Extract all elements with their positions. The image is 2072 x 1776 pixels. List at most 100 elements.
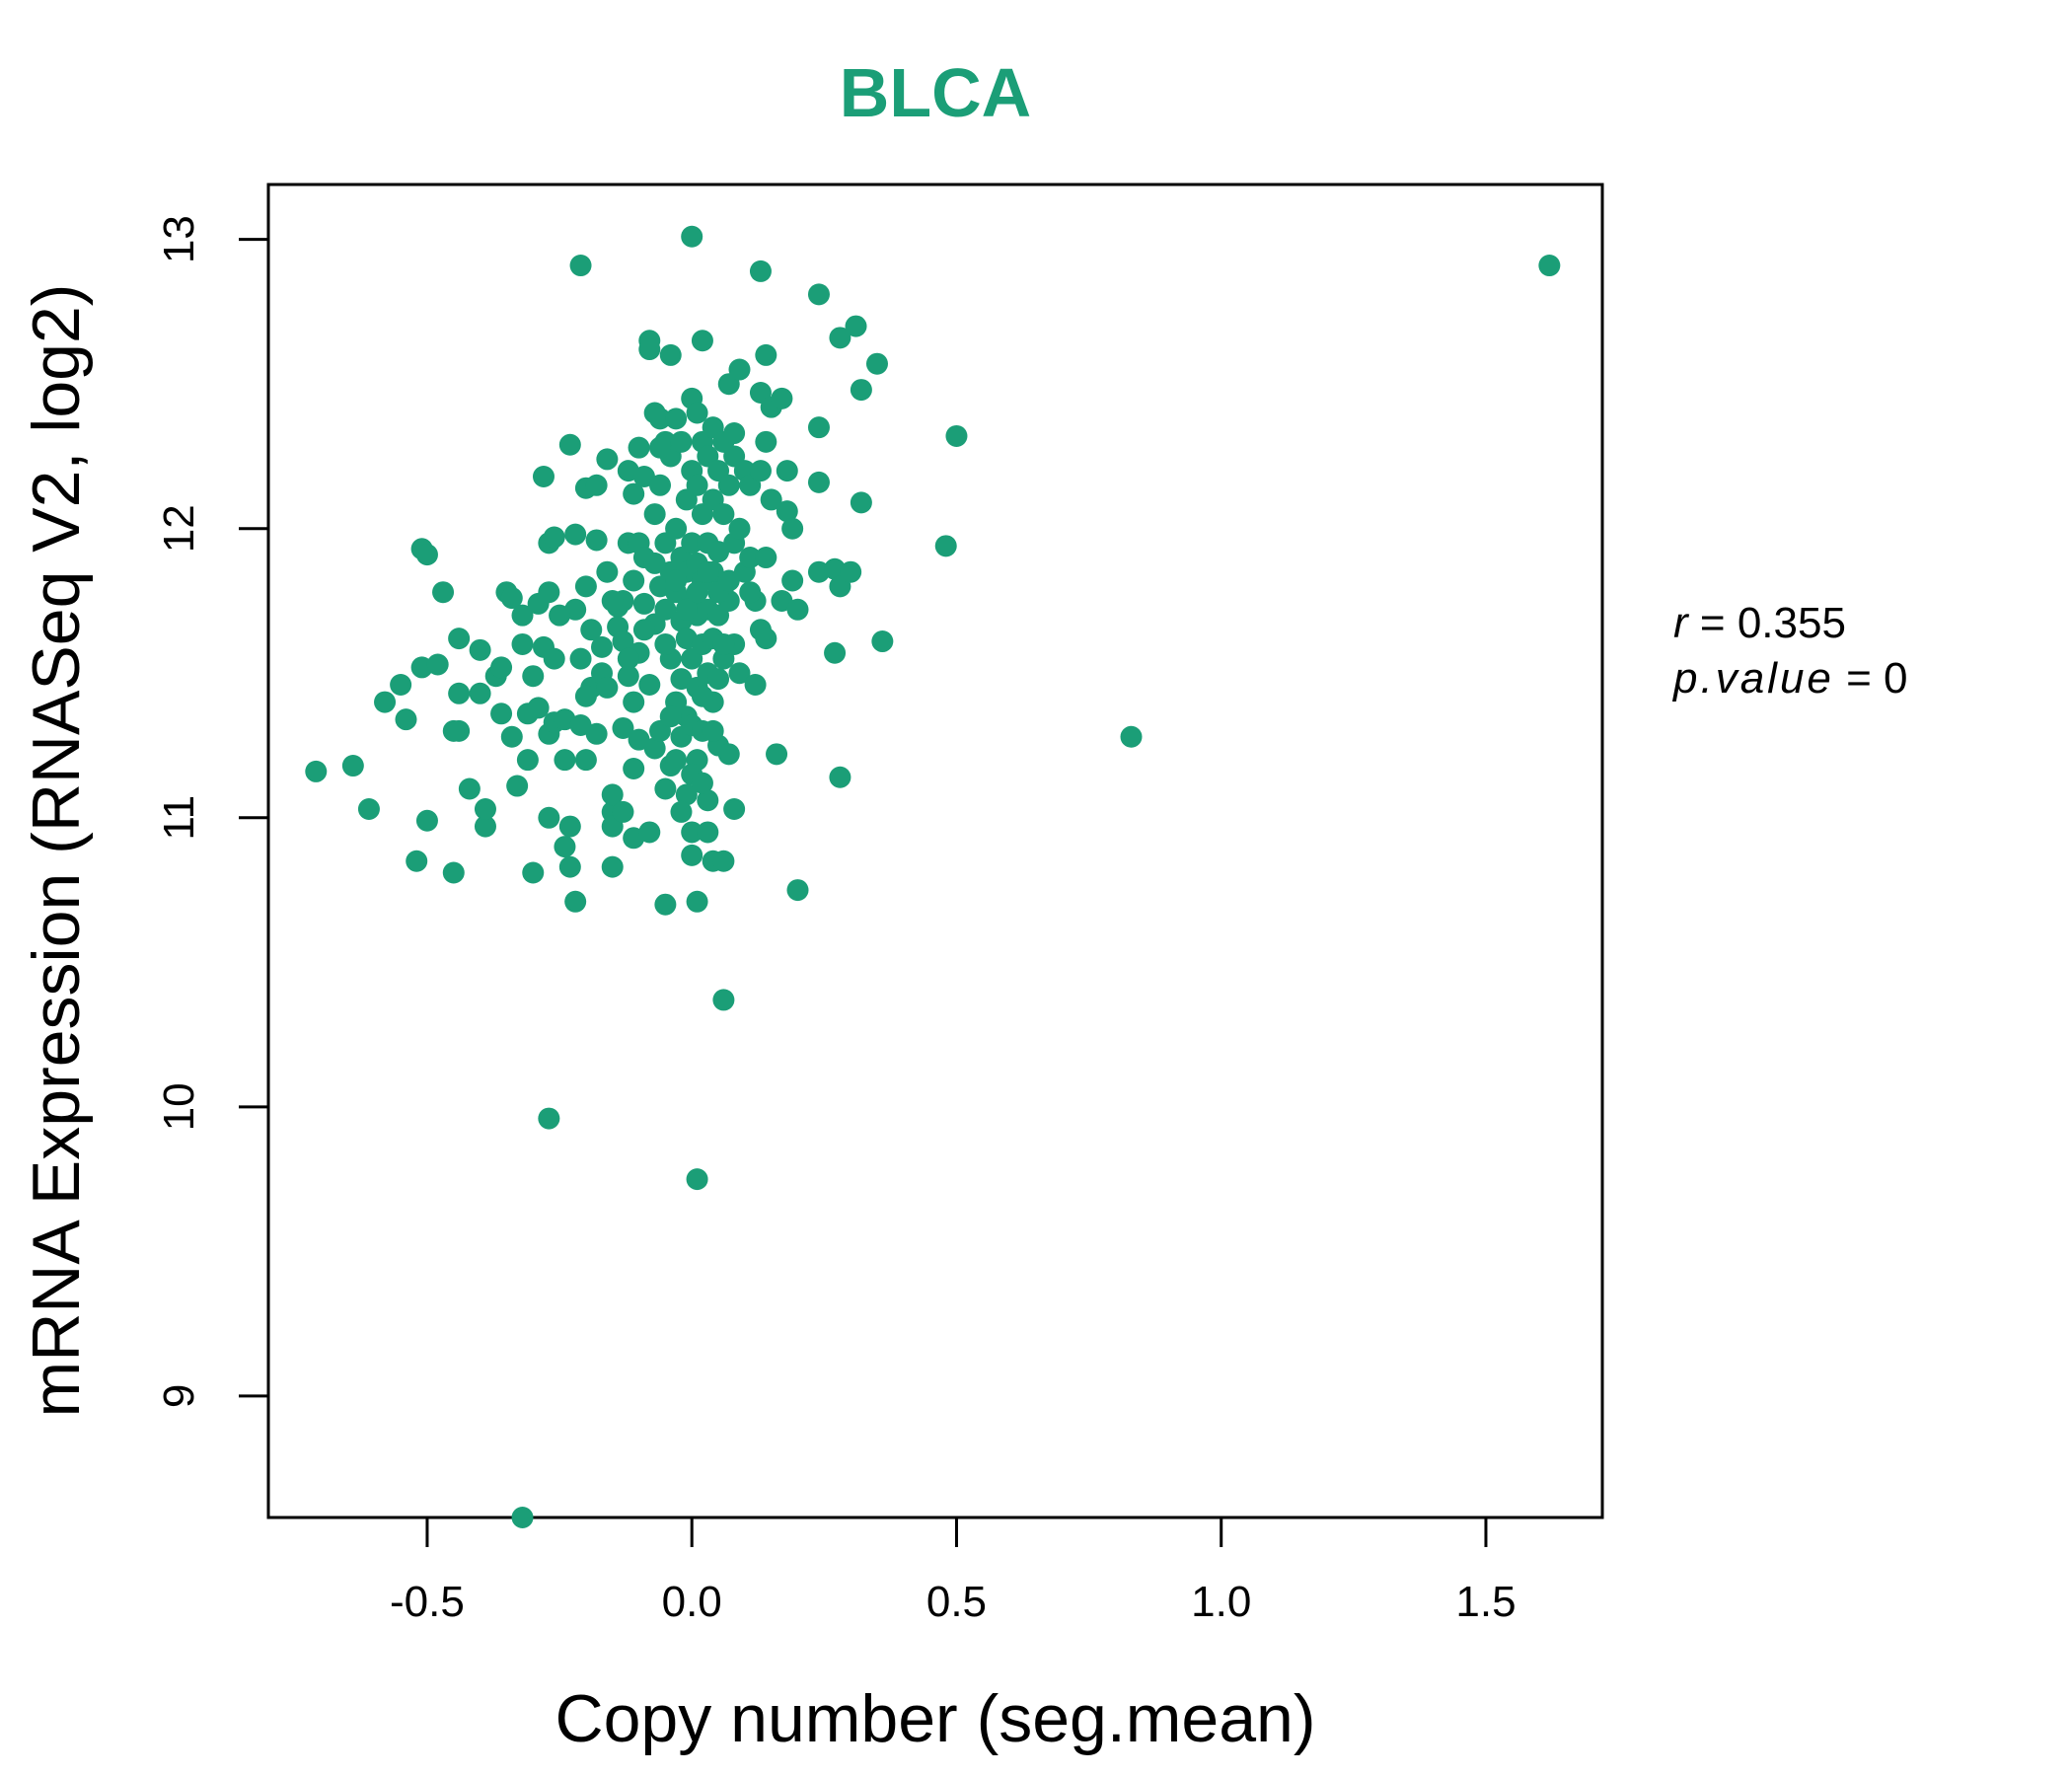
data-point <box>686 474 708 496</box>
y-tick-label: 13 <box>155 215 203 263</box>
data-point <box>632 619 655 641</box>
data-point <box>665 569 688 592</box>
data-point <box>755 547 777 569</box>
data-point <box>712 632 735 655</box>
data-point <box>654 777 677 800</box>
data-point <box>824 641 847 664</box>
data-point <box>448 628 471 650</box>
data-point <box>623 757 645 779</box>
data-point <box>702 719 724 742</box>
data-point <box>654 598 677 621</box>
data-point <box>426 653 449 676</box>
data-point <box>717 569 740 592</box>
p-equals: = <box>1834 654 1884 703</box>
data-point <box>845 315 867 337</box>
y-tick-label: 11 <box>155 795 203 841</box>
data-point <box>686 890 708 913</box>
data-point <box>490 656 513 679</box>
data-point <box>786 879 809 902</box>
data-point <box>374 691 397 713</box>
data-point <box>829 327 851 349</box>
data-point <box>807 471 830 493</box>
data-point <box>623 482 645 505</box>
data-point <box>415 809 438 832</box>
data-point <box>665 749 688 772</box>
data-point <box>612 716 634 739</box>
data-point <box>569 714 592 737</box>
data-point <box>522 665 545 688</box>
data-point <box>723 422 746 445</box>
data-point <box>585 529 608 552</box>
data-point <box>649 474 672 496</box>
data-point <box>558 855 581 878</box>
data-point <box>638 338 661 361</box>
y-tick-label: 12 <box>155 504 203 553</box>
data-point <box>728 517 751 540</box>
data-point <box>638 673 661 696</box>
data-point <box>665 517 688 540</box>
y-axis: 9 10 11 12 13 <box>155 215 270 1408</box>
data-point <box>632 592 655 615</box>
r-value: 0.355 <box>1738 599 1846 647</box>
data-point <box>691 685 713 707</box>
data-point <box>458 777 481 800</box>
data-point <box>585 474 608 496</box>
data-point <box>617 647 639 670</box>
data-point <box>1120 725 1143 748</box>
p-label: p.value <box>1671 654 1834 703</box>
data-point <box>697 821 719 844</box>
data-point <box>538 1107 560 1130</box>
x-axis: -0.5 0.0 0.5 1.0 1.5 <box>390 1516 1517 1626</box>
data-point <box>442 719 465 742</box>
data-point <box>781 569 804 592</box>
data-point <box>807 283 830 306</box>
y-tick-label: 9 <box>155 1384 203 1408</box>
data-point <box>591 635 613 658</box>
data-point <box>474 815 496 838</box>
data-point <box>717 743 740 766</box>
data-point <box>707 668 730 691</box>
data-point <box>697 560 719 583</box>
data-point <box>628 436 650 459</box>
data-point <box>712 503 735 526</box>
data-point <box>341 755 364 777</box>
data-point <box>623 691 645 713</box>
data-point <box>659 705 682 728</box>
data-point <box>612 800 634 823</box>
data-point <box>755 343 777 366</box>
data-point <box>596 448 619 471</box>
data-point <box>675 598 698 621</box>
data-point <box>776 500 798 523</box>
data-point <box>665 407 688 430</box>
data-point <box>739 581 762 604</box>
data-point <box>569 647 592 670</box>
data-point <box>395 708 417 731</box>
data-point <box>580 619 603 641</box>
data-point <box>516 749 539 772</box>
data-point <box>601 855 624 878</box>
data-point <box>643 552 666 574</box>
data-point <box>871 630 894 653</box>
data-point <box>744 673 767 696</box>
data-point <box>469 638 491 661</box>
data-point <box>670 430 693 453</box>
data-point <box>490 703 513 725</box>
y-tick-label: 10 <box>155 1082 203 1131</box>
data-point <box>601 590 624 613</box>
data-point <box>807 416 830 439</box>
data-point <box>643 503 666 526</box>
data-point <box>564 890 587 913</box>
data-point <box>511 604 534 627</box>
x-tick-label: -0.5 <box>390 1578 465 1626</box>
data-point <box>776 460 798 482</box>
data-point <box>749 460 772 482</box>
data-point <box>781 517 804 540</box>
data-point <box>829 766 851 788</box>
data-point <box>442 861 465 884</box>
data-point <box>305 760 328 782</box>
data-point <box>749 259 772 282</box>
data-point <box>850 379 872 402</box>
x-tick-label: 0.0 <box>662 1578 722 1626</box>
data-point <box>681 532 703 555</box>
